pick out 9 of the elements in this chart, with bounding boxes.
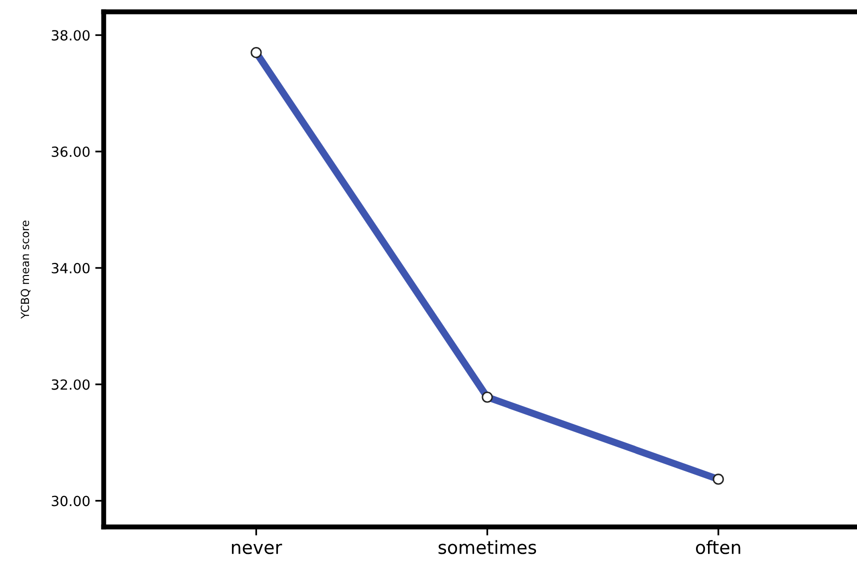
y-tick-label: 38.00 [52,30,90,41]
y-axis-title: YCBQ mean score [20,220,30,319]
x-tick-label: never [232,544,282,554]
y-tick-label: 34.00 [52,262,90,274]
x-tick-label: sometimes [438,540,536,554]
y-tick-label: 32.00 [52,379,90,390]
x-tick-label: often [696,540,740,554]
y-tick-label: 36.00 [52,146,90,157]
y-tick-label: 30.00 [52,496,90,506]
